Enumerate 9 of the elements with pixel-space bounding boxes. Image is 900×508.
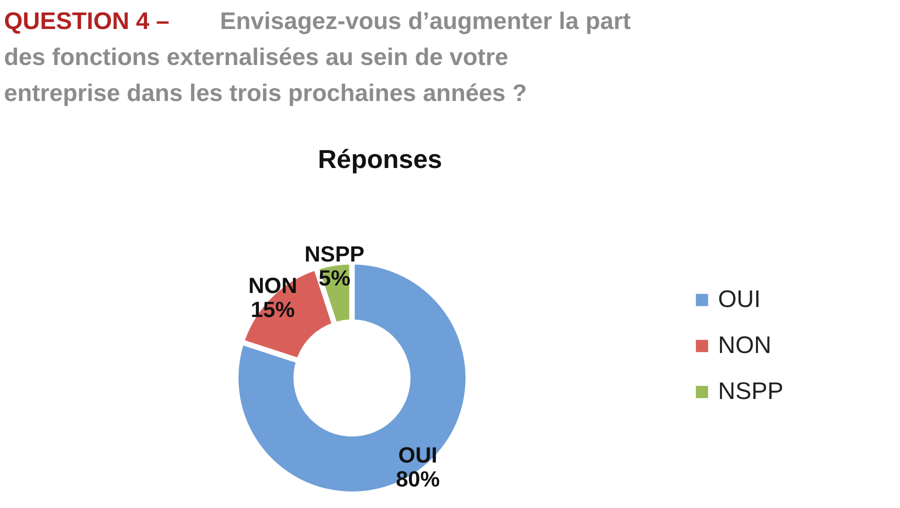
slice-label: NSPP bbox=[304, 241, 364, 266]
legend-label: OUI bbox=[718, 286, 761, 313]
chart-title: QUESTION 4 – Envisagez-vous d’augmenter la part des fonctions externalisées au sein de votre entreprise dans les trois prochaines années ? bbox=[4, 8, 631, 107]
data-label: 80% bbox=[396, 466, 440, 492]
donut-slice bbox=[238, 264, 466, 492]
legend-label: NSPP bbox=[718, 378, 784, 405]
legend-label: NON bbox=[718, 332, 772, 359]
slice-label: OUI bbox=[398, 442, 438, 468]
chart-subtitle: Réponses bbox=[318, 144, 442, 174]
